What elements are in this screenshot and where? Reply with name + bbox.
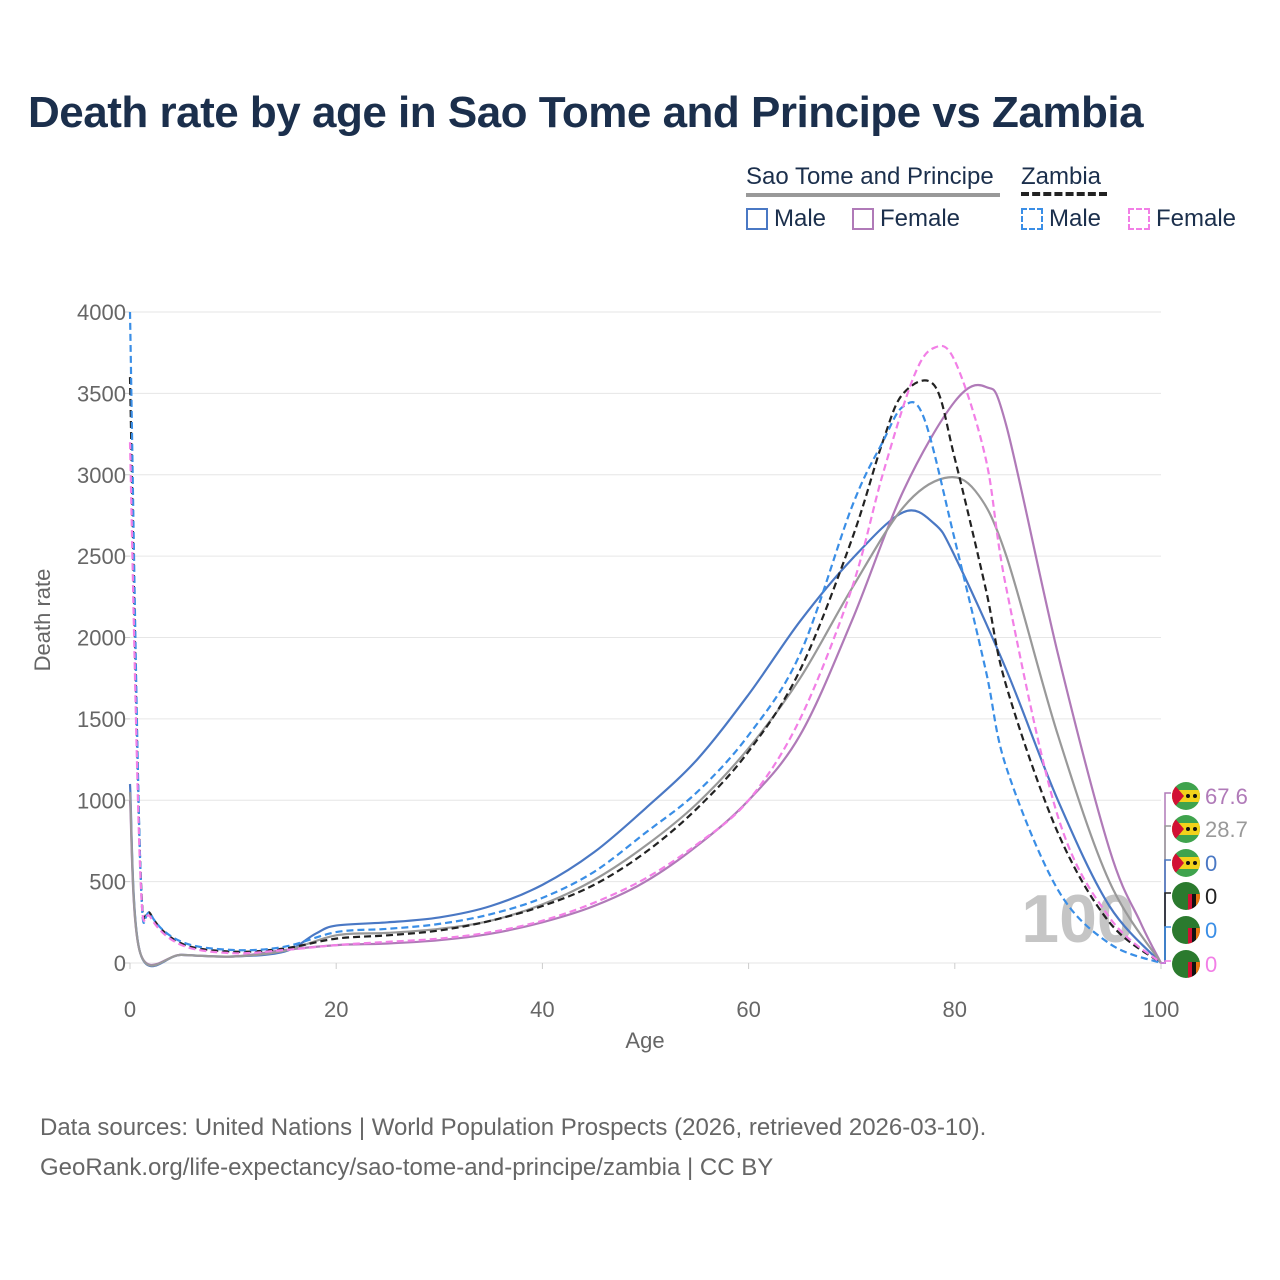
end-connector bbox=[1161, 792, 1171, 964]
legend-swatch bbox=[1128, 208, 1150, 230]
legend-item-zambia-female[interactable]: Female bbox=[1128, 205, 1236, 233]
legend-swatch bbox=[1021, 208, 1043, 230]
y-tick-label: 3000 bbox=[77, 463, 126, 488]
end-value-label: 28.7 bbox=[1205, 817, 1248, 842]
flag-red bbox=[1188, 894, 1192, 910]
flag-red bbox=[1172, 849, 1184, 877]
flag-body bbox=[1172, 815, 1200, 843]
series-line-sao-tome-and-principe-male bbox=[128, 509, 1162, 968]
zambia-flag bbox=[1172, 916, 1200, 944]
y-tick-label: 500 bbox=[89, 870, 126, 895]
legend-group-sao-tome[interactable]: Sao Tome and Principe bbox=[746, 163, 994, 190]
end-connector bbox=[1161, 859, 1171, 964]
flag-orange bbox=[1196, 894, 1200, 910]
y-tick-label: 1500 bbox=[77, 707, 126, 732]
legend-label: Female bbox=[1156, 205, 1237, 232]
legend-item-sao-tome-male[interactable]: Male bbox=[746, 205, 826, 233]
flag-red bbox=[1188, 928, 1192, 944]
end-connector bbox=[1161, 926, 1171, 964]
flag-body bbox=[1172, 916, 1200, 944]
series-line-zambia-male bbox=[128, 311, 1162, 965]
flag-star bbox=[1193, 827, 1197, 831]
flag-body bbox=[1172, 782, 1200, 810]
x-tick-label: 60 bbox=[736, 997, 760, 1022]
end-value-label: 0 bbox=[1205, 918, 1217, 943]
source-line-2[interactable]: GeoRank.org/life-expectancy/sao-tome-and… bbox=[40, 1154, 774, 1181]
y-tick-label: 2000 bbox=[77, 626, 126, 651]
x-tick-label: 20 bbox=[324, 997, 348, 1022]
flag-orange bbox=[1196, 962, 1200, 978]
end-value-label: 0 bbox=[1205, 884, 1217, 909]
flag-star bbox=[1193, 794, 1197, 798]
end-markers: 67.6 28.7 0 0 0 0 bbox=[1161, 782, 1248, 978]
legend-group-sao-tome-line bbox=[746, 193, 1000, 197]
flag-orange bbox=[1196, 928, 1200, 944]
zambia-flag bbox=[1172, 950, 1200, 978]
flag-star bbox=[1186, 861, 1190, 865]
flag-red bbox=[1172, 782, 1184, 810]
end-value-label: 0 bbox=[1205, 851, 1217, 876]
y-tick-label: 1000 bbox=[77, 788, 126, 813]
legend-swatch bbox=[852, 208, 874, 230]
x-tick-label: 100 bbox=[1143, 997, 1180, 1022]
flag-red bbox=[1172, 815, 1184, 843]
end-value-label: 0 bbox=[1205, 952, 1217, 977]
y-tick-label: 2500 bbox=[77, 544, 126, 569]
flag-black bbox=[1192, 928, 1196, 944]
end-connector bbox=[1161, 892, 1171, 964]
legend-label: Male bbox=[774, 205, 827, 232]
source-note: Data sources: United Nations | World Pop… bbox=[40, 1108, 986, 1188]
end-connector bbox=[1161, 825, 1171, 964]
sao-tome-flag bbox=[1172, 782, 1200, 810]
flag-red bbox=[1188, 962, 1192, 978]
legend-swatch bbox=[746, 208, 768, 230]
series-line-zambia-both bbox=[128, 377, 1162, 964]
flag-star bbox=[1186, 827, 1190, 831]
y-tick-label: 3500 bbox=[77, 381, 126, 406]
flag-body bbox=[1172, 950, 1200, 978]
flag-body bbox=[1172, 882, 1200, 910]
series-line-sao-tome-and-principe-both bbox=[128, 475, 1162, 967]
x-tick-label: 40 bbox=[530, 997, 554, 1022]
end-value-label: 67.6 bbox=[1205, 784, 1248, 809]
series-line-zambia-female bbox=[128, 344, 1162, 964]
flag-star bbox=[1186, 794, 1190, 798]
flag-body bbox=[1172, 849, 1200, 877]
end-connector bbox=[1161, 960, 1171, 964]
legend-item-sao-tome-female[interactable]: Female bbox=[852, 205, 960, 233]
axes: 0 500 1000 1500 2000 2500 3000 3500 4000 0 20 40 60 8… bbox=[77, 300, 1179, 1022]
grid-lines bbox=[130, 311, 1161, 964]
legend-group-zambia[interactable]: Zambia bbox=[1021, 163, 1102, 190]
zambia-flag bbox=[1172, 882, 1200, 910]
source-line-1: Data sources: United Nations | World Pop… bbox=[40, 1114, 987, 1141]
legend-item-zambia-male[interactable]: Male bbox=[1021, 205, 1101, 233]
y-tick-label: 0 bbox=[114, 951, 126, 976]
legend-label: Female bbox=[880, 205, 961, 232]
x-axis-label: Age bbox=[625, 1028, 664, 1053]
flag-black bbox=[1192, 894, 1196, 910]
flag-black bbox=[1192, 962, 1196, 978]
legend-group-zambia-line bbox=[1021, 192, 1107, 196]
chart-title: Death rate by age in Sao Tome and Princi… bbox=[28, 88, 1144, 137]
y-tick-label: 4000 bbox=[77, 300, 126, 325]
series-lines bbox=[128, 311, 1162, 968]
x-tick-label: 0 bbox=[124, 997, 136, 1022]
y-axis-label: Death rate bbox=[30, 569, 55, 672]
legend-label: Male bbox=[1049, 205, 1102, 232]
sao-tome-flag bbox=[1172, 815, 1200, 843]
sao-tome-flag bbox=[1172, 849, 1200, 877]
x-tick-label: 80 bbox=[943, 997, 967, 1022]
flag-star bbox=[1193, 861, 1197, 865]
